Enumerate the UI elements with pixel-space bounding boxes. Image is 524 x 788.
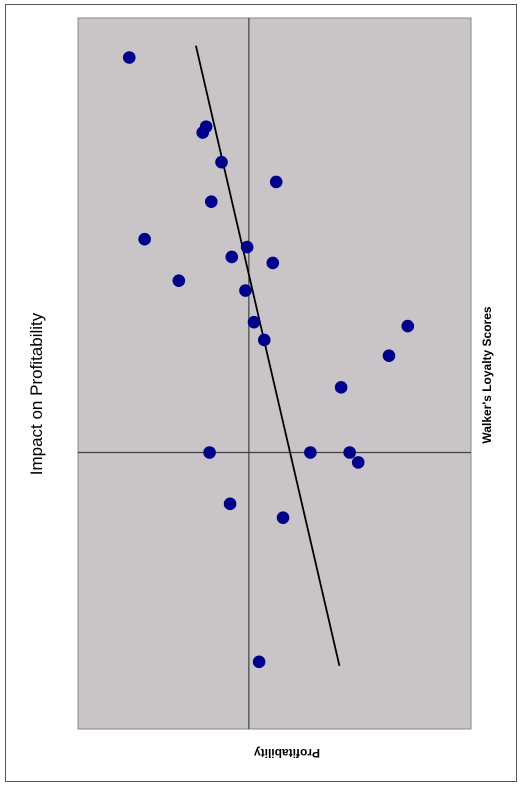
data-point	[257, 333, 271, 347]
data-point	[240, 240, 254, 254]
data-point	[276, 511, 290, 524]
chart-frame	[5, 4, 517, 782]
data-point	[223, 497, 237, 511]
data-point	[138, 232, 151, 246]
data-point	[304, 446, 317, 459]
y-axis-label: Walker's Loyalty Scores	[480, 306, 494, 444]
data-point	[351, 456, 365, 469]
data-point	[225, 250, 239, 264]
data-point	[239, 284, 252, 297]
data-point	[252, 655, 266, 669]
data-point	[215, 155, 228, 169]
x-axis-label: Profitability	[253, 746, 321, 760]
data-point	[343, 446, 356, 459]
data-point	[266, 256, 280, 270]
data-point	[204, 195, 218, 208]
data-point	[196, 126, 210, 139]
chart-title: Impact on Profitability	[27, 312, 46, 476]
data-point	[269, 175, 283, 189]
plot-area	[77, 17, 472, 730]
data-point	[334, 381, 348, 394]
data-point	[247, 315, 261, 329]
trendline	[195, 45, 341, 667]
data-point	[382, 349, 396, 363]
data-point	[172, 274, 186, 287]
data-point	[203, 446, 216, 459]
data-point	[401, 319, 415, 333]
data-point	[122, 51, 136, 64]
